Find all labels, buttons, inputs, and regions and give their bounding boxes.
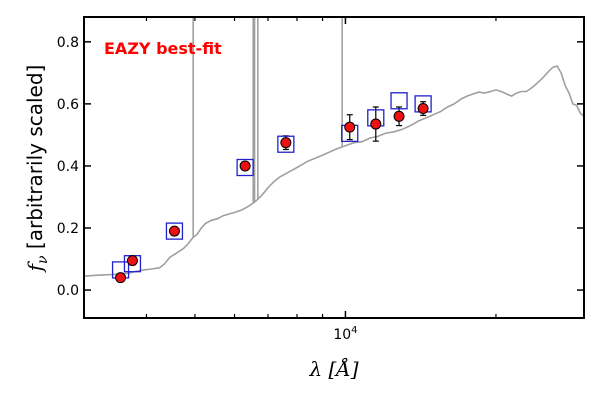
- template-sed-line: [84, 65, 584, 277]
- observed-point-8: [417, 103, 429, 115]
- y-tick-label-2: 0.4: [57, 159, 79, 175]
- annotation-eazy-best-fit: EAZY best-fit: [104, 39, 222, 58]
- model-point-2: [165, 222, 184, 240]
- y-axis-subscript: ν: [35, 255, 51, 264]
- plot-area: 0.0 0.2 0.4 0.6 0.8 104: [57, 16, 585, 343]
- x-tick-label-major: 104: [333, 325, 357, 343]
- y-tick-label-0: 0.0: [57, 283, 79, 299]
- model-point-4: [277, 135, 295, 153]
- plot-frame: [83, 16, 585, 319]
- plot-inner: [84, 17, 584, 284]
- y-axis-text: [arbitrarily scaled]: [23, 65, 47, 256]
- observed-point-0: [115, 272, 127, 284]
- observed-point-3: [239, 160, 251, 172]
- model-point-3: [236, 158, 254, 177]
- y-tick-label-3: 0.6: [57, 97, 79, 113]
- y-tick-label-1: 0.2: [57, 221, 79, 237]
- observed-point-6: [370, 118, 382, 130]
- observed-point-2: [168, 225, 180, 237]
- y-tick-label-4: 0.8: [57, 35, 79, 51]
- observed-point-1: [126, 255, 138, 267]
- model-point-7: [390, 92, 408, 110]
- observed-point-7: [393, 110, 405, 122]
- x-axis-title: λ [Å]: [308, 356, 358, 381]
- x-tick-label-base: 10: [333, 327, 351, 343]
- observed-point-5: [344, 121, 356, 133]
- y-axis-title: fν [arbitrarily scaled]: [23, 65, 51, 274]
- observed-point-4: [280, 137, 292, 149]
- x-tick-label-exponent: 4: [351, 325, 357, 336]
